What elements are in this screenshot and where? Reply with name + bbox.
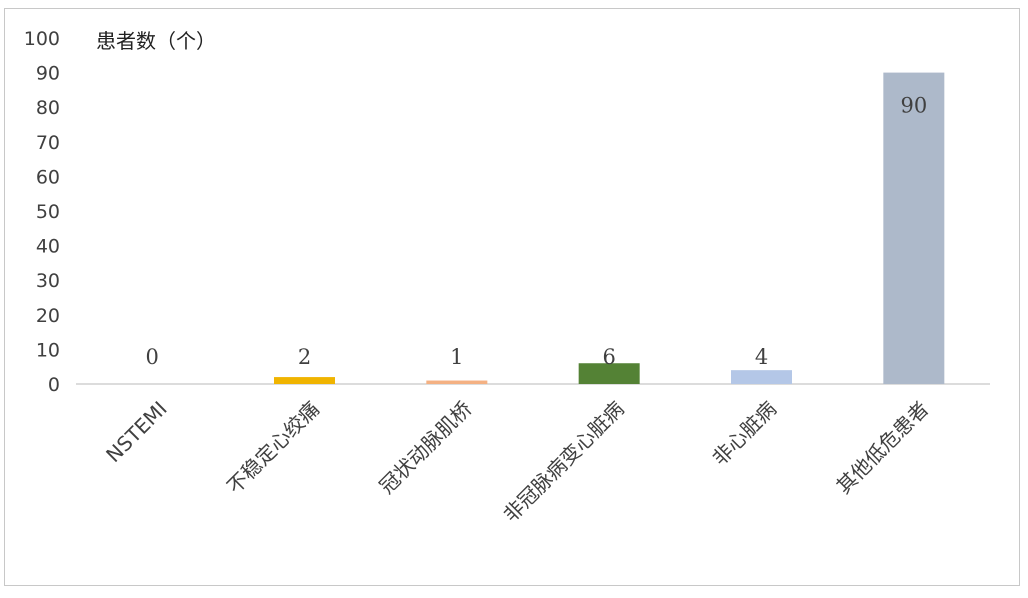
bar bbox=[274, 377, 335, 384]
y-axis: 0 10 20 30 40 50 60 70 80 90 100 bbox=[24, 28, 60, 396]
x-tick-label: 非冠脉病变心脏病 bbox=[499, 397, 629, 527]
data-label: 4 bbox=[755, 345, 768, 369]
x-axis-categories: NSTEMI 不稳定心绞痛 冠状动脉肌桥 非冠脉病变心脏病 非心脏病 其他低危患者 bbox=[101, 397, 933, 527]
x-tick-label: 其他低危患者 bbox=[832, 397, 934, 499]
y-tick-label: 100 bbox=[24, 28, 60, 50]
data-label: 90 bbox=[900, 94, 927, 118]
y-axis-title: 患者数（个） bbox=[96, 29, 216, 53]
bar bbox=[731, 370, 792, 384]
data-label: 6 bbox=[602, 345, 615, 369]
bar bbox=[426, 380, 488, 384]
y-tick-label: 40 bbox=[36, 236, 60, 258]
bars bbox=[274, 72, 945, 384]
x-tick-label: 冠状动脉肌桥 bbox=[375, 397, 477, 499]
y-tick-label: 70 bbox=[36, 132, 60, 154]
y-tick-label: 20 bbox=[36, 305, 60, 327]
y-tick-label: 10 bbox=[36, 339, 60, 361]
y-tick-label: 60 bbox=[36, 166, 60, 188]
x-tick-label: NSTEMI bbox=[101, 397, 171, 467]
bar bbox=[883, 72, 945, 384]
data-label: 2 bbox=[298, 345, 311, 369]
data-labels: 0 2 1 6 4 90 bbox=[145, 94, 927, 369]
y-tick-label: 0 bbox=[48, 374, 60, 396]
chart-frame bbox=[4, 8, 1020, 586]
y-tick-label: 80 bbox=[36, 97, 60, 119]
y-tick-label: 30 bbox=[36, 270, 60, 292]
data-label: 0 bbox=[145, 345, 158, 369]
bar bbox=[578, 363, 640, 384]
x-tick-label: 非心脏病 bbox=[707, 397, 781, 471]
data-label: 1 bbox=[450, 345, 463, 369]
x-tick-label: 不稳定心绞痛 bbox=[222, 397, 324, 499]
y-tick-label: 90 bbox=[36, 63, 60, 85]
y-tick-label: 50 bbox=[36, 201, 60, 223]
